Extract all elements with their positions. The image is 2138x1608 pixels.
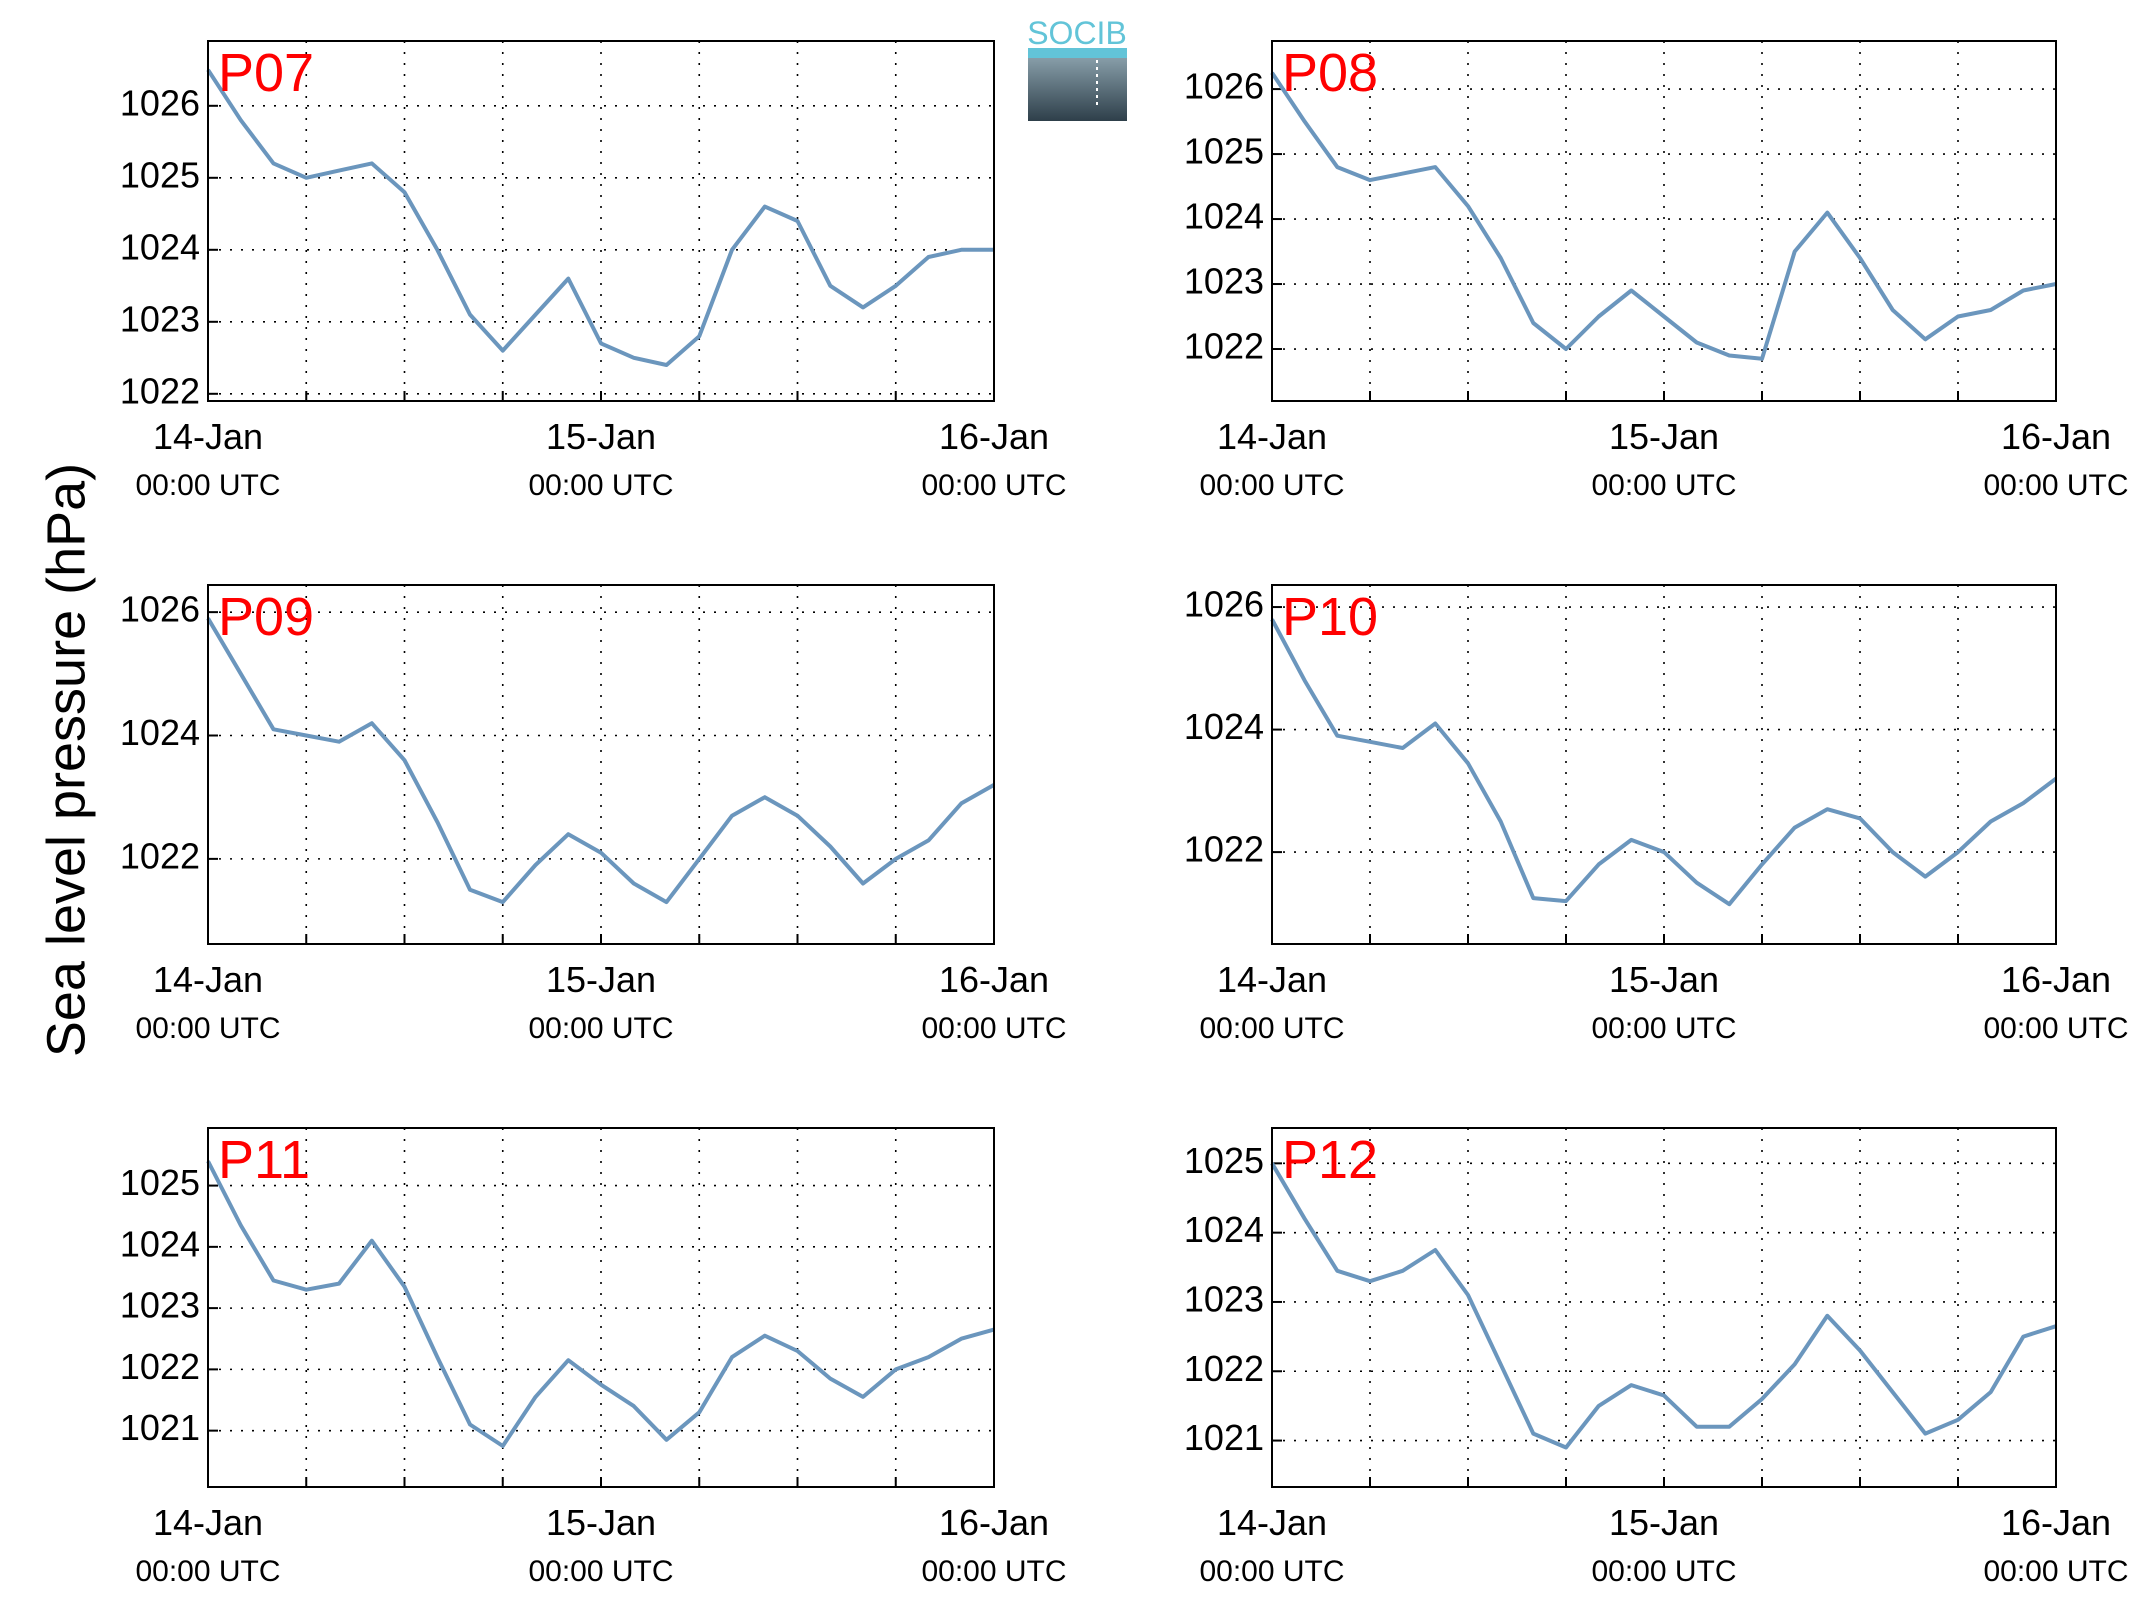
axes-frame [207, 584, 995, 945]
y-tick-label: 1024 [1184, 1209, 1264, 1250]
panel-title: P11 [218, 1130, 310, 1190]
logo: SOCIB [1027, 15, 1127, 121]
x-tick-label: 16-Jan [939, 1502, 1049, 1543]
panel-title: P09 [218, 587, 314, 647]
y-tick-label: 1024 [1184, 196, 1264, 237]
y-tick-label: 1026 [120, 589, 200, 630]
y-tick-label: 1023 [1184, 261, 1264, 302]
x-tick-sublabel: 00:00 UTC [1983, 1555, 2128, 1588]
y-tick-label: 1023 [1184, 1278, 1264, 1319]
y-tick-label: 1022 [120, 370, 200, 411]
x-tick-sublabel: 00:00 UTC [921, 1555, 1066, 1588]
x-tick-sublabel: 00:00 UTC [135, 1012, 280, 1045]
y-tick-label: 1021 [1184, 1417, 1264, 1458]
y-tick-label: 1024 [120, 712, 200, 753]
x-tick-sublabel: 00:00 UTC [1591, 1555, 1736, 1588]
y-tick-label: 1026 [120, 82, 200, 123]
logo-band [1028, 48, 1127, 58]
series-line [206, 68, 994, 367]
y-tick-label: 1023 [120, 298, 200, 339]
y-tick-label: 1024 [1184, 706, 1264, 747]
y-tick-label: 1025 [120, 1162, 200, 1203]
y-tick-label: 1022 [120, 835, 200, 876]
x-tick-label: 16-Jan [2001, 959, 2111, 1000]
series-line [1270, 71, 2057, 361]
x-tick-label: 14-Jan [153, 1502, 263, 1543]
subplot: 14-Jan 00:00 UTC 15-Jan 00:00 UTC 16-Jan 00:0… [1184, 1127, 2129, 1588]
y-tick-label: 1023 [120, 1285, 200, 1326]
x-tick-label: 15-Jan [1609, 1502, 1719, 1543]
panel-title: P08 [1282, 43, 1378, 103]
axes-frame [1271, 1127, 2057, 1488]
logo-text: SOCIB [1027, 15, 1127, 51]
x-tick-sublabel: 00:00 UTC [135, 469, 280, 502]
x-tick-label: 15-Jan [546, 959, 656, 1000]
x-tick-label: 14-Jan [1217, 1502, 1327, 1543]
x-tick-label: 16-Jan [939, 416, 1049, 457]
x-tick-label: 16-Jan [2001, 1502, 2111, 1543]
x-tick-label: 14-Jan [153, 959, 263, 1000]
panel-title: P10 [1282, 587, 1378, 647]
x-tick-label: 14-Jan [1217, 959, 1327, 1000]
y-tick-label: 1022 [1184, 1348, 1264, 1389]
axes-frame [207, 40, 995, 402]
y-axis-label: Sea level pressure (hPa) [36, 463, 96, 1057]
x-tick-label: 15-Jan [1609, 959, 1719, 1000]
subplot: 14-Jan 00:00 UTC 15-Jan 00:00 UTC 16-Jan 00:0… [1184, 40, 2129, 502]
logo-block [1028, 52, 1127, 121]
x-tick-sublabel: 00:00 UTC [528, 1555, 673, 1588]
x-tick-sublabel: 00:00 UTC [135, 1555, 280, 1588]
x-tick-label: 16-Jan [2001, 416, 2111, 457]
y-tick-label: 1024 [120, 226, 200, 267]
y-tick-label: 1025 [120, 154, 200, 195]
series-line [206, 1160, 995, 1448]
axes-frame [1271, 584, 2057, 945]
x-tick-sublabel: 00:00 UTC [1199, 469, 1344, 502]
axes-frame [1271, 40, 2057, 402]
x-tick-label: 15-Jan [546, 416, 656, 457]
y-tick-label: 1022 [1184, 829, 1264, 870]
panel-title: P07 [218, 43, 314, 103]
y-tick-label: 1022 [120, 1346, 200, 1387]
y-tick-label: 1025 [1184, 1140, 1264, 1181]
x-tick-label: 15-Jan [546, 1502, 656, 1543]
subplot: 14-Jan 00:00 UTC 15-Jan 00:00 UTC 16-Jan 00:0… [1184, 584, 2129, 1045]
y-tick-label: 1024 [120, 1223, 200, 1264]
x-tick-label: 14-Jan [1217, 416, 1327, 457]
series-line [1270, 618, 2058, 907]
subplot: 14-Jan 00:00 UTC 15-Jan 00:00 UTC 16-Jan 00:0… [120, 40, 1067, 502]
y-tick-label: 1026 [1184, 66, 1264, 107]
x-tick-sublabel: 00:00 UTC [528, 1012, 673, 1045]
x-tick-sublabel: 00:00 UTC [921, 1012, 1066, 1045]
axes-frame [207, 1127, 995, 1488]
x-tick-label: 15-Jan [1609, 416, 1719, 457]
series-line [206, 617, 995, 905]
x-tick-sublabel: 00:00 UTC [1983, 1012, 2128, 1045]
x-tick-label: 14-Jan [153, 416, 263, 457]
x-tick-label: 16-Jan [939, 959, 1049, 1000]
panel-title: P12 [1282, 1130, 1378, 1190]
x-tick-sublabel: 00:00 UTC [1199, 1555, 1344, 1588]
y-tick-label: 1025 [1184, 131, 1264, 172]
x-tick-sublabel: 00:00 UTC [1983, 469, 2128, 502]
x-tick-sublabel: 00:00 UTC [1591, 1012, 1736, 1045]
x-tick-sublabel: 00:00 UTC [528, 469, 673, 502]
y-tick-label: 1026 [1184, 584, 1264, 625]
series-line [1270, 1162, 2057, 1450]
y-tick-label: 1022 [1184, 326, 1264, 367]
subplot: 14-Jan 00:00 UTC 15-Jan 00:00 UTC 16-Jan 00:0… [120, 584, 1067, 1045]
subplot: 14-Jan 00:00 UTC 15-Jan 00:00 UTC 16-Jan 00:0… [120, 1127, 1067, 1588]
x-tick-sublabel: 00:00 UTC [1591, 469, 1736, 502]
x-tick-sublabel: 00:00 UTC [921, 469, 1066, 502]
y-tick-label: 1021 [120, 1407, 200, 1448]
x-tick-sublabel: 00:00 UTC [1199, 1012, 1344, 1045]
